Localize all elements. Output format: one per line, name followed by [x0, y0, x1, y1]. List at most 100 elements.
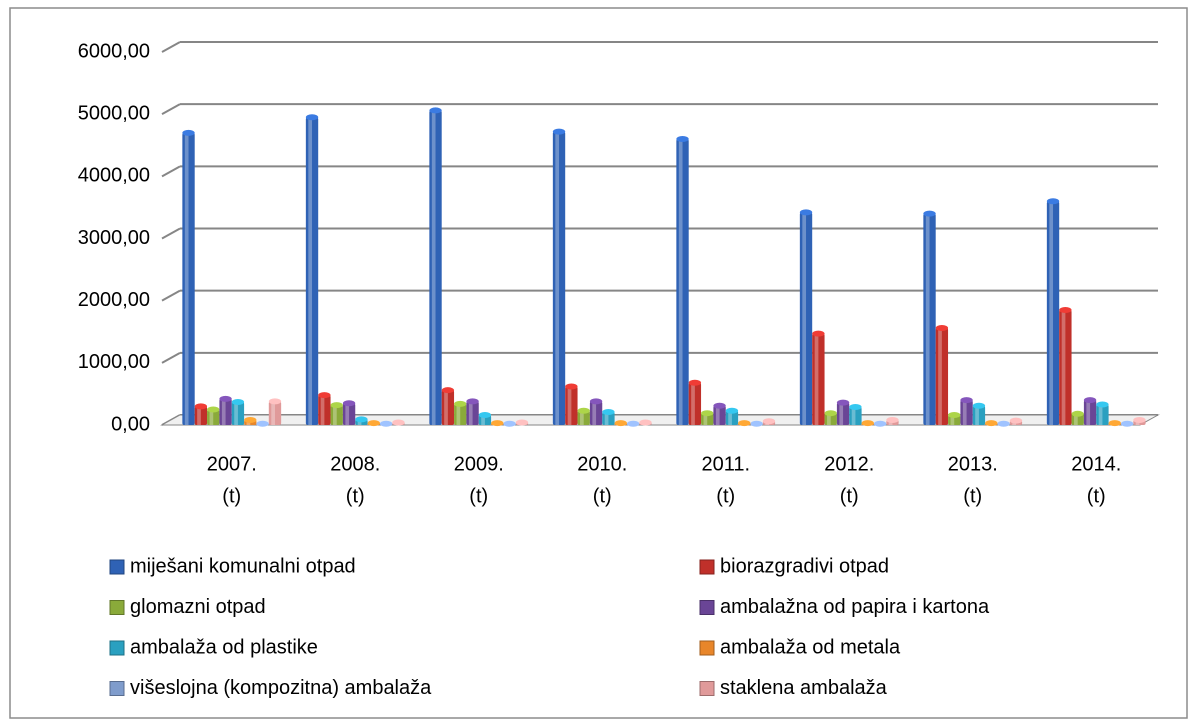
bar-face — [515, 419, 529, 426]
legend-swatch — [699, 640, 715, 656]
bar-face — [1046, 201, 1060, 425]
bar — [701, 410, 714, 425]
y-tick-label: 1000,00 — [78, 351, 150, 373]
bar-face — [713, 405, 726, 425]
x-tick-label: (t) — [469, 485, 488, 507]
bar — [948, 412, 961, 425]
legend-swatch — [109, 600, 125, 615]
bar — [1120, 420, 1134, 427]
bar-face — [182, 132, 195, 426]
x-tick-label: 2010. — [577, 453, 627, 475]
bar — [207, 406, 220, 425]
bar-face — [923, 210, 936, 217]
bar-face — [555, 131, 560, 425]
bar-face — [799, 209, 813, 216]
bar-face — [592, 401, 597, 425]
x-tick-label: 2013. — [948, 453, 998, 475]
bar — [1071, 410, 1084, 425]
bar-face — [1071, 410, 1084, 417]
x-tick-label: (t) — [840, 485, 859, 507]
bar-face — [342, 403, 356, 425]
bar-face — [827, 413, 831, 425]
bar-face — [268, 398, 282, 405]
bar-face — [182, 129, 195, 136]
bar-face — [1108, 420, 1121, 427]
bar-face — [209, 409, 214, 425]
bar-face — [194, 406, 208, 425]
bar — [799, 209, 813, 425]
bar-face — [1049, 201, 1054, 425]
y-tick-label: 2000,00 — [78, 289, 150, 311]
bar — [861, 420, 874, 427]
bar-face — [812, 333, 825, 425]
bar-face — [429, 110, 442, 425]
legend-label: ambalaža od metala — [720, 636, 901, 658]
bar-face — [320, 395, 325, 425]
bar-face — [997, 420, 1010, 427]
bar-face — [703, 413, 708, 425]
bar — [935, 325, 949, 425]
bar — [626, 420, 640, 427]
bar-face — [626, 420, 640, 427]
bar-face — [466, 401, 479, 425]
bar-face — [799, 212, 813, 425]
bar — [219, 395, 232, 425]
bar — [231, 398, 245, 425]
legend-label: staklena ambalaža — [720, 677, 888, 699]
bar — [268, 398, 282, 425]
bar-face — [948, 412, 961, 419]
bar-face — [552, 131, 566, 425]
legend-label: ambalaža od plastike — [130, 636, 318, 658]
bar — [318, 392, 331, 425]
bar-face — [738, 420, 751, 427]
bar — [466, 398, 479, 425]
bar — [379, 420, 393, 427]
bar-face — [207, 406, 220, 413]
bar — [552, 128, 566, 425]
bar-face — [454, 403, 467, 425]
bar-face — [725, 407, 739, 414]
bar — [256, 420, 269, 427]
bar-face — [1086, 400, 1091, 425]
bar — [182, 129, 195, 426]
bar-face — [367, 420, 380, 427]
bar-face — [923, 213, 936, 425]
bar-face — [355, 416, 368, 423]
bar-face — [330, 405, 343, 425]
floor — [160, 414, 1160, 426]
bar-face — [604, 411, 609, 425]
bar — [478, 412, 492, 425]
bar-face — [676, 139, 689, 426]
bar-face — [1074, 413, 1078, 425]
bar-face — [379, 420, 393, 427]
legend-label: višeslojna (kompozitna) ambalaža — [130, 677, 432, 699]
bar — [565, 383, 578, 425]
bar-face — [925, 213, 930, 425]
bar-face — [256, 420, 269, 427]
bar-face — [814, 333, 819, 425]
bar-face — [1071, 413, 1084, 425]
bar — [886, 417, 899, 425]
bar — [441, 387, 455, 425]
bar — [1096, 401, 1109, 425]
bar-face — [1059, 309, 1072, 425]
y-tick-label: 6000,00 — [78, 40, 150, 62]
bar-face — [985, 420, 998, 427]
bar-face — [849, 406, 862, 425]
bar-face — [589, 398, 603, 405]
bar-face — [456, 403, 461, 425]
x-tick-label: 2014. — [1071, 453, 1121, 475]
bar — [836, 399, 850, 425]
bar-face — [849, 403, 862, 410]
bar — [392, 419, 405, 426]
bar-face — [466, 398, 479, 405]
grid-line-side — [161, 41, 181, 53]
bar-face — [691, 382, 695, 425]
legend-label: miješani komunalni otpad — [130, 555, 356, 577]
bar-face — [330, 402, 343, 409]
bar-face — [221, 398, 226, 425]
x-tick-label: 2012. — [824, 453, 874, 475]
bar — [355, 416, 368, 425]
bar — [330, 402, 343, 425]
